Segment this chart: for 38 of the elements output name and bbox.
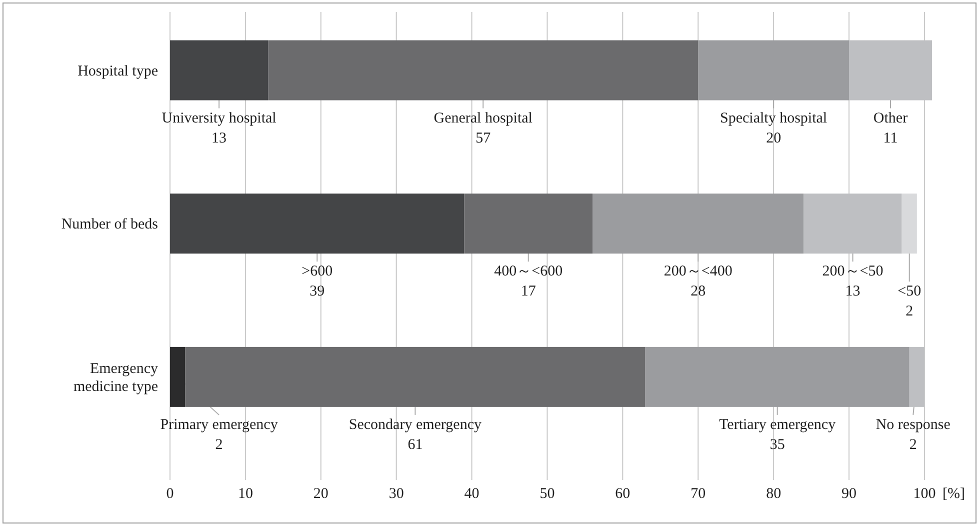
- data-label: 200～<400 28: [664, 264, 732, 300]
- x-tick-label: 40: [464, 486, 480, 502]
- data-label: Secondary emergency 61: [348, 416, 482, 453]
- x-tick-label: 60: [615, 486, 630, 502]
- data-label: No response 2: [876, 416, 951, 453]
- x-tick-label: 20: [313, 486, 328, 502]
- bar: [464, 194, 592, 254]
- x-tick-label: 10: [238, 486, 253, 502]
- data-label: Primary emergency 2: [160, 416, 278, 453]
- x-tick-label: 80: [766, 486, 782, 502]
- bar: [170, 40, 268, 100]
- data-label: Other 11: [873, 110, 908, 146]
- bar: [592, 194, 804, 254]
- data-label: General hospital 57: [434, 110, 532, 146]
- x-tick-label: 100: [913, 486, 936, 502]
- data-label: 400～<600 17: [494, 264, 563, 300]
- bar: [268, 40, 698, 100]
- bar: [902, 194, 917, 254]
- y-tick-label: Number of beds: [61, 216, 158, 233]
- x-tick-label: 0: [166, 486, 174, 502]
- bar: [170, 194, 464, 254]
- bar: [185, 346, 646, 407]
- data-label: Specialty hospital 20: [720, 110, 828, 146]
- x-tick-label: 30: [388, 486, 404, 502]
- bar: [645, 346, 910, 407]
- x-tick-label: 90: [842, 486, 857, 502]
- bar: [170, 346, 186, 407]
- x-tick-label: 50: [540, 486, 555, 502]
- data-label: >600 39: [302, 264, 333, 300]
- data-label: 200～<50 13: [822, 264, 884, 300]
- bar: [698, 40, 850, 100]
- data-label: <50 2: [898, 284, 922, 320]
- data-label: University hospital 13: [162, 110, 276, 146]
- x-tick-label: 70: [690, 486, 706, 502]
- data-label: Tertiary emergency 35: [719, 416, 836, 453]
- y-tick-label: Hospital type: [78, 63, 158, 80]
- x-axis-title: [%]: [942, 486, 965, 502]
- y-tick-label: Emergency medicine type: [73, 360, 158, 395]
